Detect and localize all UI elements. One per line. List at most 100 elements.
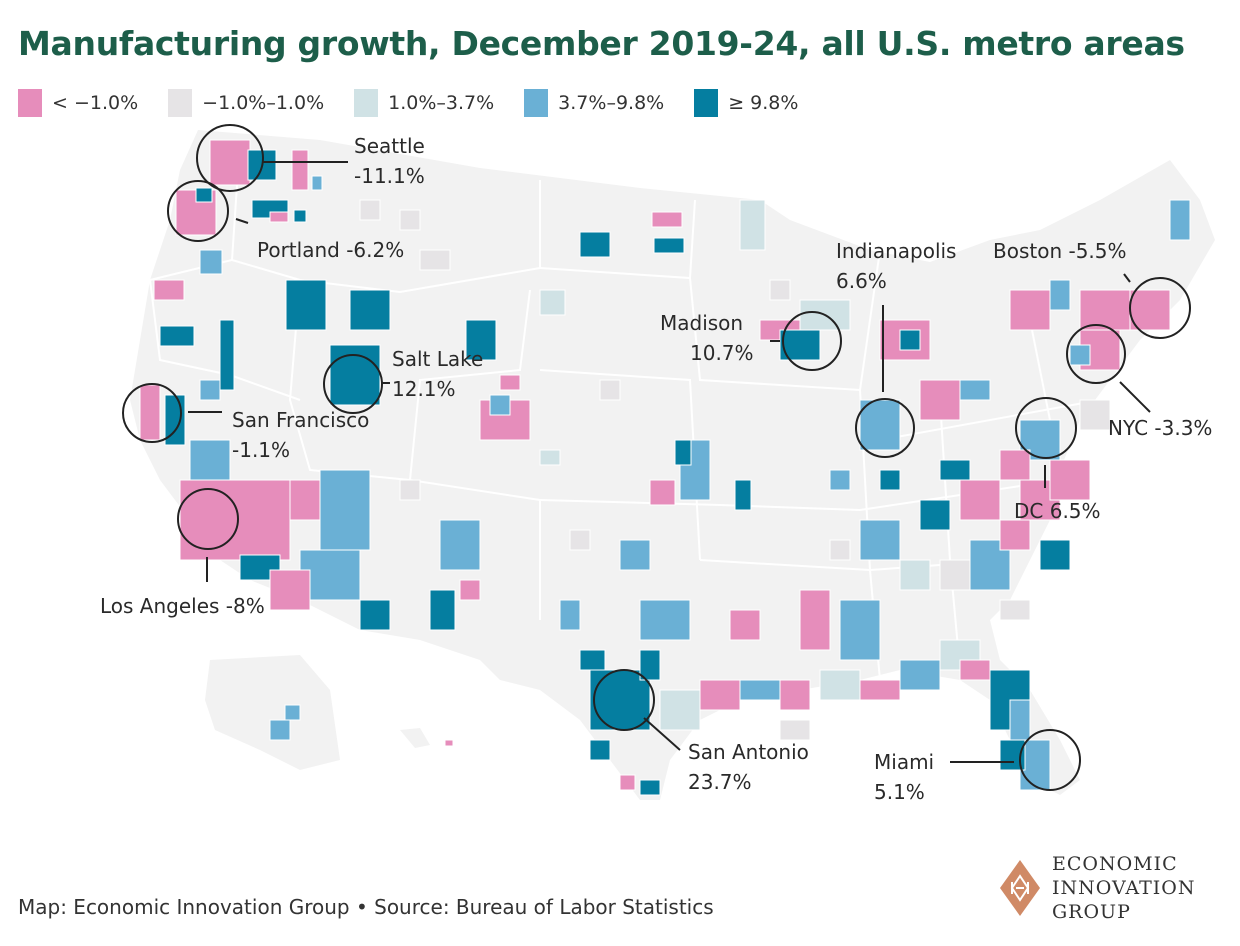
metro-area [1009, 699, 1031, 741]
metro-area [699, 679, 741, 711]
metro-area [619, 539, 651, 571]
metro-area [939, 459, 971, 481]
metro-area [1129, 289, 1171, 331]
nyc-circle [1066, 324, 1126, 384]
metro-area [539, 449, 561, 466]
legend-swatch [18, 89, 42, 117]
metro-area [1069, 344, 1091, 366]
metro-area [899, 559, 931, 591]
metro-area [639, 599, 691, 641]
dc-label: DC 6.5% [1014, 499, 1101, 523]
legend: < −1.0% −1.0%–1.0% 1.0%–3.7% 3.7%–9.8% ≥… [18, 89, 828, 117]
metro-area [153, 279, 185, 301]
metro-area [839, 599, 881, 661]
metro-area [439, 519, 481, 571]
indianapolis-circle [855, 398, 915, 458]
metro-area [269, 719, 291, 741]
metro-area [859, 399, 901, 451]
miami-label: Miami [874, 750, 934, 774]
metro-area [559, 599, 581, 631]
seattle-circle [196, 124, 264, 192]
map-title: Manufacturing growth, December 2019-24, … [18, 24, 1185, 63]
metro-area [311, 175, 323, 191]
metro-area [779, 719, 811, 741]
metro-area [899, 329, 921, 351]
metro-area [599, 379, 621, 401]
metro-area [1049, 279, 1071, 311]
metro-area [499, 374, 521, 391]
seattle-value: -11.1% [354, 164, 425, 188]
metro-area [159, 325, 195, 347]
callout-labels: Seattle -11.1% Portland -6.2% Salt Lake … [100, 134, 1212, 804]
metro-area [1009, 289, 1051, 331]
san-antonio-circle [593, 669, 655, 731]
metro-area [359, 599, 391, 631]
legend-item-1-3.7: 1.0%–3.7% [354, 89, 494, 117]
metro-area [1169, 199, 1191, 241]
metro-area [879, 469, 901, 491]
metro-area [319, 469, 371, 551]
metro-area [465, 319, 497, 361]
metro-area [219, 319, 235, 391]
san-antonio-label: San Antonio [688, 740, 809, 764]
metro-area [293, 209, 307, 223]
metro-area [199, 249, 223, 275]
legend-swatch [694, 89, 719, 117]
eig-logo: ECONOMIC INNOVATION GROUP [998, 852, 1196, 924]
metro-area [959, 379, 991, 401]
metro-area [1039, 539, 1071, 571]
metro-area [285, 279, 327, 331]
metro-area [199, 379, 221, 401]
eig-logo-icon [1000, 860, 1040, 916]
metro-area [799, 589, 831, 651]
madison-circle [782, 311, 842, 371]
hawaii-landmass [400, 728, 430, 748]
metro-area [579, 649, 606, 671]
eig-logo-text: ECONOMIC INNOVATION GROUP [1052, 852, 1196, 924]
metro-area [899, 659, 941, 691]
metro-area [859, 679, 901, 701]
san-francisco-label: San Francisco [232, 408, 369, 432]
metro-area [859, 519, 901, 561]
metro-area [999, 599, 1031, 621]
boston-label: Boston -5.5% [993, 239, 1127, 263]
metro-area [939, 559, 971, 591]
metro-area [139, 384, 161, 441]
metro-area [329, 344, 381, 406]
metro-area [399, 479, 421, 501]
metro-area [349, 289, 391, 331]
metro-area [1079, 399, 1111, 431]
conus-landmass [130, 130, 1215, 800]
logo-line-2: INNOVATION [1052, 877, 1196, 899]
metro-area [674, 439, 692, 466]
metro-area [919, 499, 951, 531]
metro-areas [139, 139, 1191, 796]
metro-area [959, 659, 991, 681]
metro-area [579, 231, 611, 258]
san-antonio-value: 23.7% [688, 770, 752, 794]
metro-area [1049, 459, 1091, 501]
metro-area [489, 394, 511, 416]
nyc-label: NYC -3.3% [1108, 416, 1212, 440]
metro-area [639, 779, 661, 796]
los-angeles-label: Los Angeles -8% [100, 594, 265, 618]
metro-area [429, 589, 456, 631]
legend-swatch [524, 89, 549, 117]
legend-label: ≥ 9.8% [728, 92, 799, 114]
boston-circle [1129, 277, 1191, 339]
metro-area [619, 774, 636, 791]
metro-area [829, 539, 851, 561]
legend-item-lt-neg1: < −1.0% [18, 89, 138, 117]
metro-area [209, 139, 251, 186]
metro-area [734, 479, 752, 511]
metro-area [195, 187, 213, 203]
salt-lake-value: 12.1% [392, 377, 456, 401]
metro-area [649, 479, 676, 506]
legend-label: < −1.0% [52, 92, 139, 114]
metro-area [959, 479, 1001, 521]
madison-value: 10.7% [690, 341, 754, 365]
metro-area [651, 211, 683, 228]
miami-circle [1019, 729, 1081, 791]
metro-area [291, 149, 309, 191]
metro-area [399, 209, 421, 231]
